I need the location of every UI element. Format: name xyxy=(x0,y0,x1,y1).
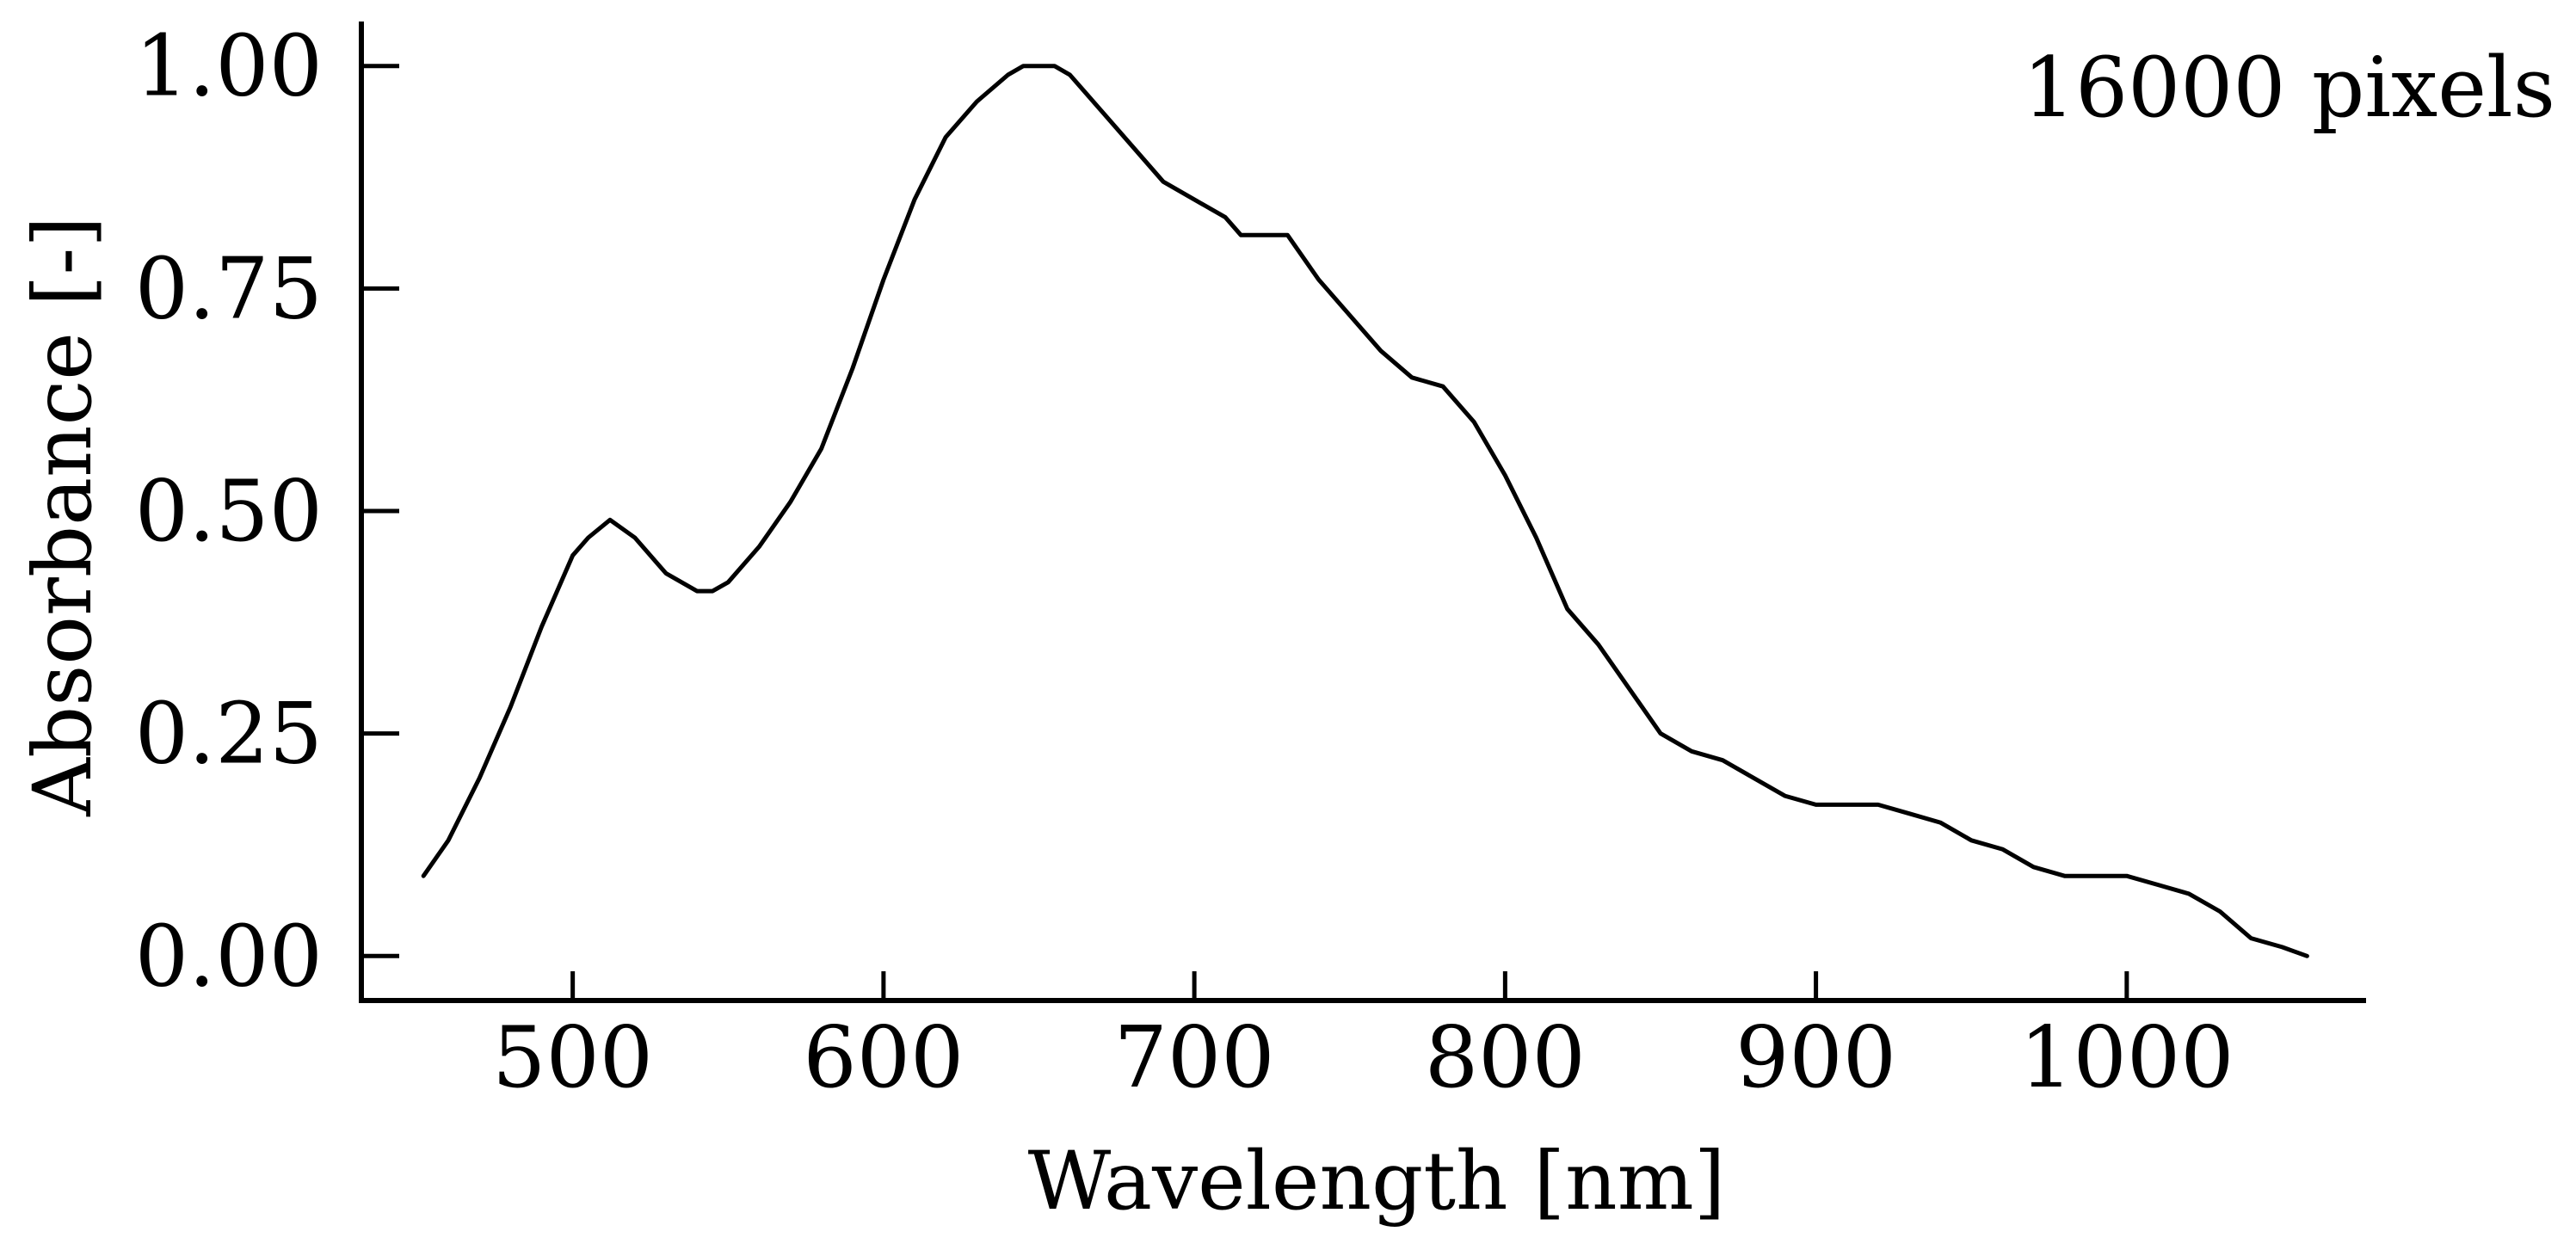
x-tick-label: 500 xyxy=(492,1009,653,1107)
plot-area xyxy=(359,22,2366,1003)
y-axis-title: Absorbance [-] xyxy=(16,216,110,817)
pixel-count-annotation: 16000 pixels xyxy=(2023,40,2555,136)
y-tick-label: 0.75 xyxy=(135,240,323,338)
series-line-0 xyxy=(421,64,2309,958)
ticks: 500 600 700 800 900 1000 0.00 0.25 0.50 0.75 1.00 xyxy=(135,18,2234,1107)
x-tick-label: 1000 xyxy=(2019,1009,2234,1107)
y-tick-label: 0.50 xyxy=(135,463,323,561)
x-tick-label: 900 xyxy=(1735,1009,1896,1107)
x-tick-label: 600 xyxy=(803,1009,964,1107)
x-tick-label: 800 xyxy=(1425,1009,1586,1107)
x-axis-title: Wavelength [nm] xyxy=(1028,1135,1726,1228)
y-tick-label: 0.25 xyxy=(135,686,323,784)
y-tick-label: 0.00 xyxy=(135,908,323,1006)
y-tick-label: 1.00 xyxy=(135,18,323,116)
x-tick-label: 700 xyxy=(1114,1009,1275,1107)
